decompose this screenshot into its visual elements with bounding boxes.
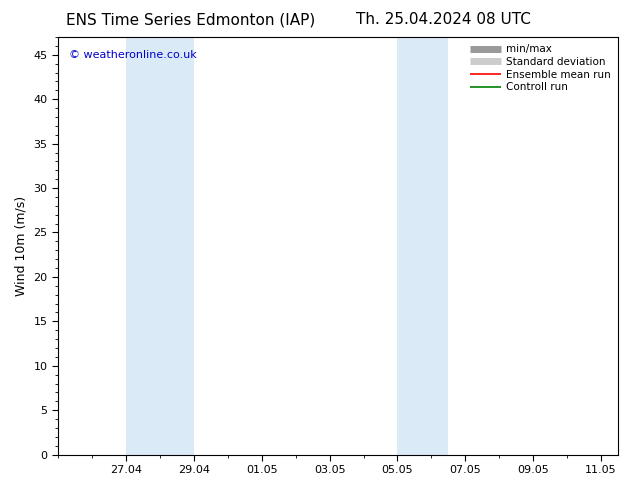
Text: ENS Time Series Edmonton (IAP): ENS Time Series Edmonton (IAP): [65, 12, 315, 27]
Bar: [398, 37, 448, 455]
Legend: min/max, Standard deviation, Ensemble mean run, Controll run: min/max, Standard deviation, Ensemble me…: [467, 42, 613, 94]
Text: Th. 25.04.2024 08 UTC: Th. 25.04.2024 08 UTC: [356, 12, 531, 27]
Y-axis label: Wind 10m (m/s): Wind 10m (m/s): [15, 196, 28, 296]
Text: © weatheronline.co.uk: © weatheronline.co.uk: [69, 49, 197, 60]
Bar: [126, 37, 194, 455]
